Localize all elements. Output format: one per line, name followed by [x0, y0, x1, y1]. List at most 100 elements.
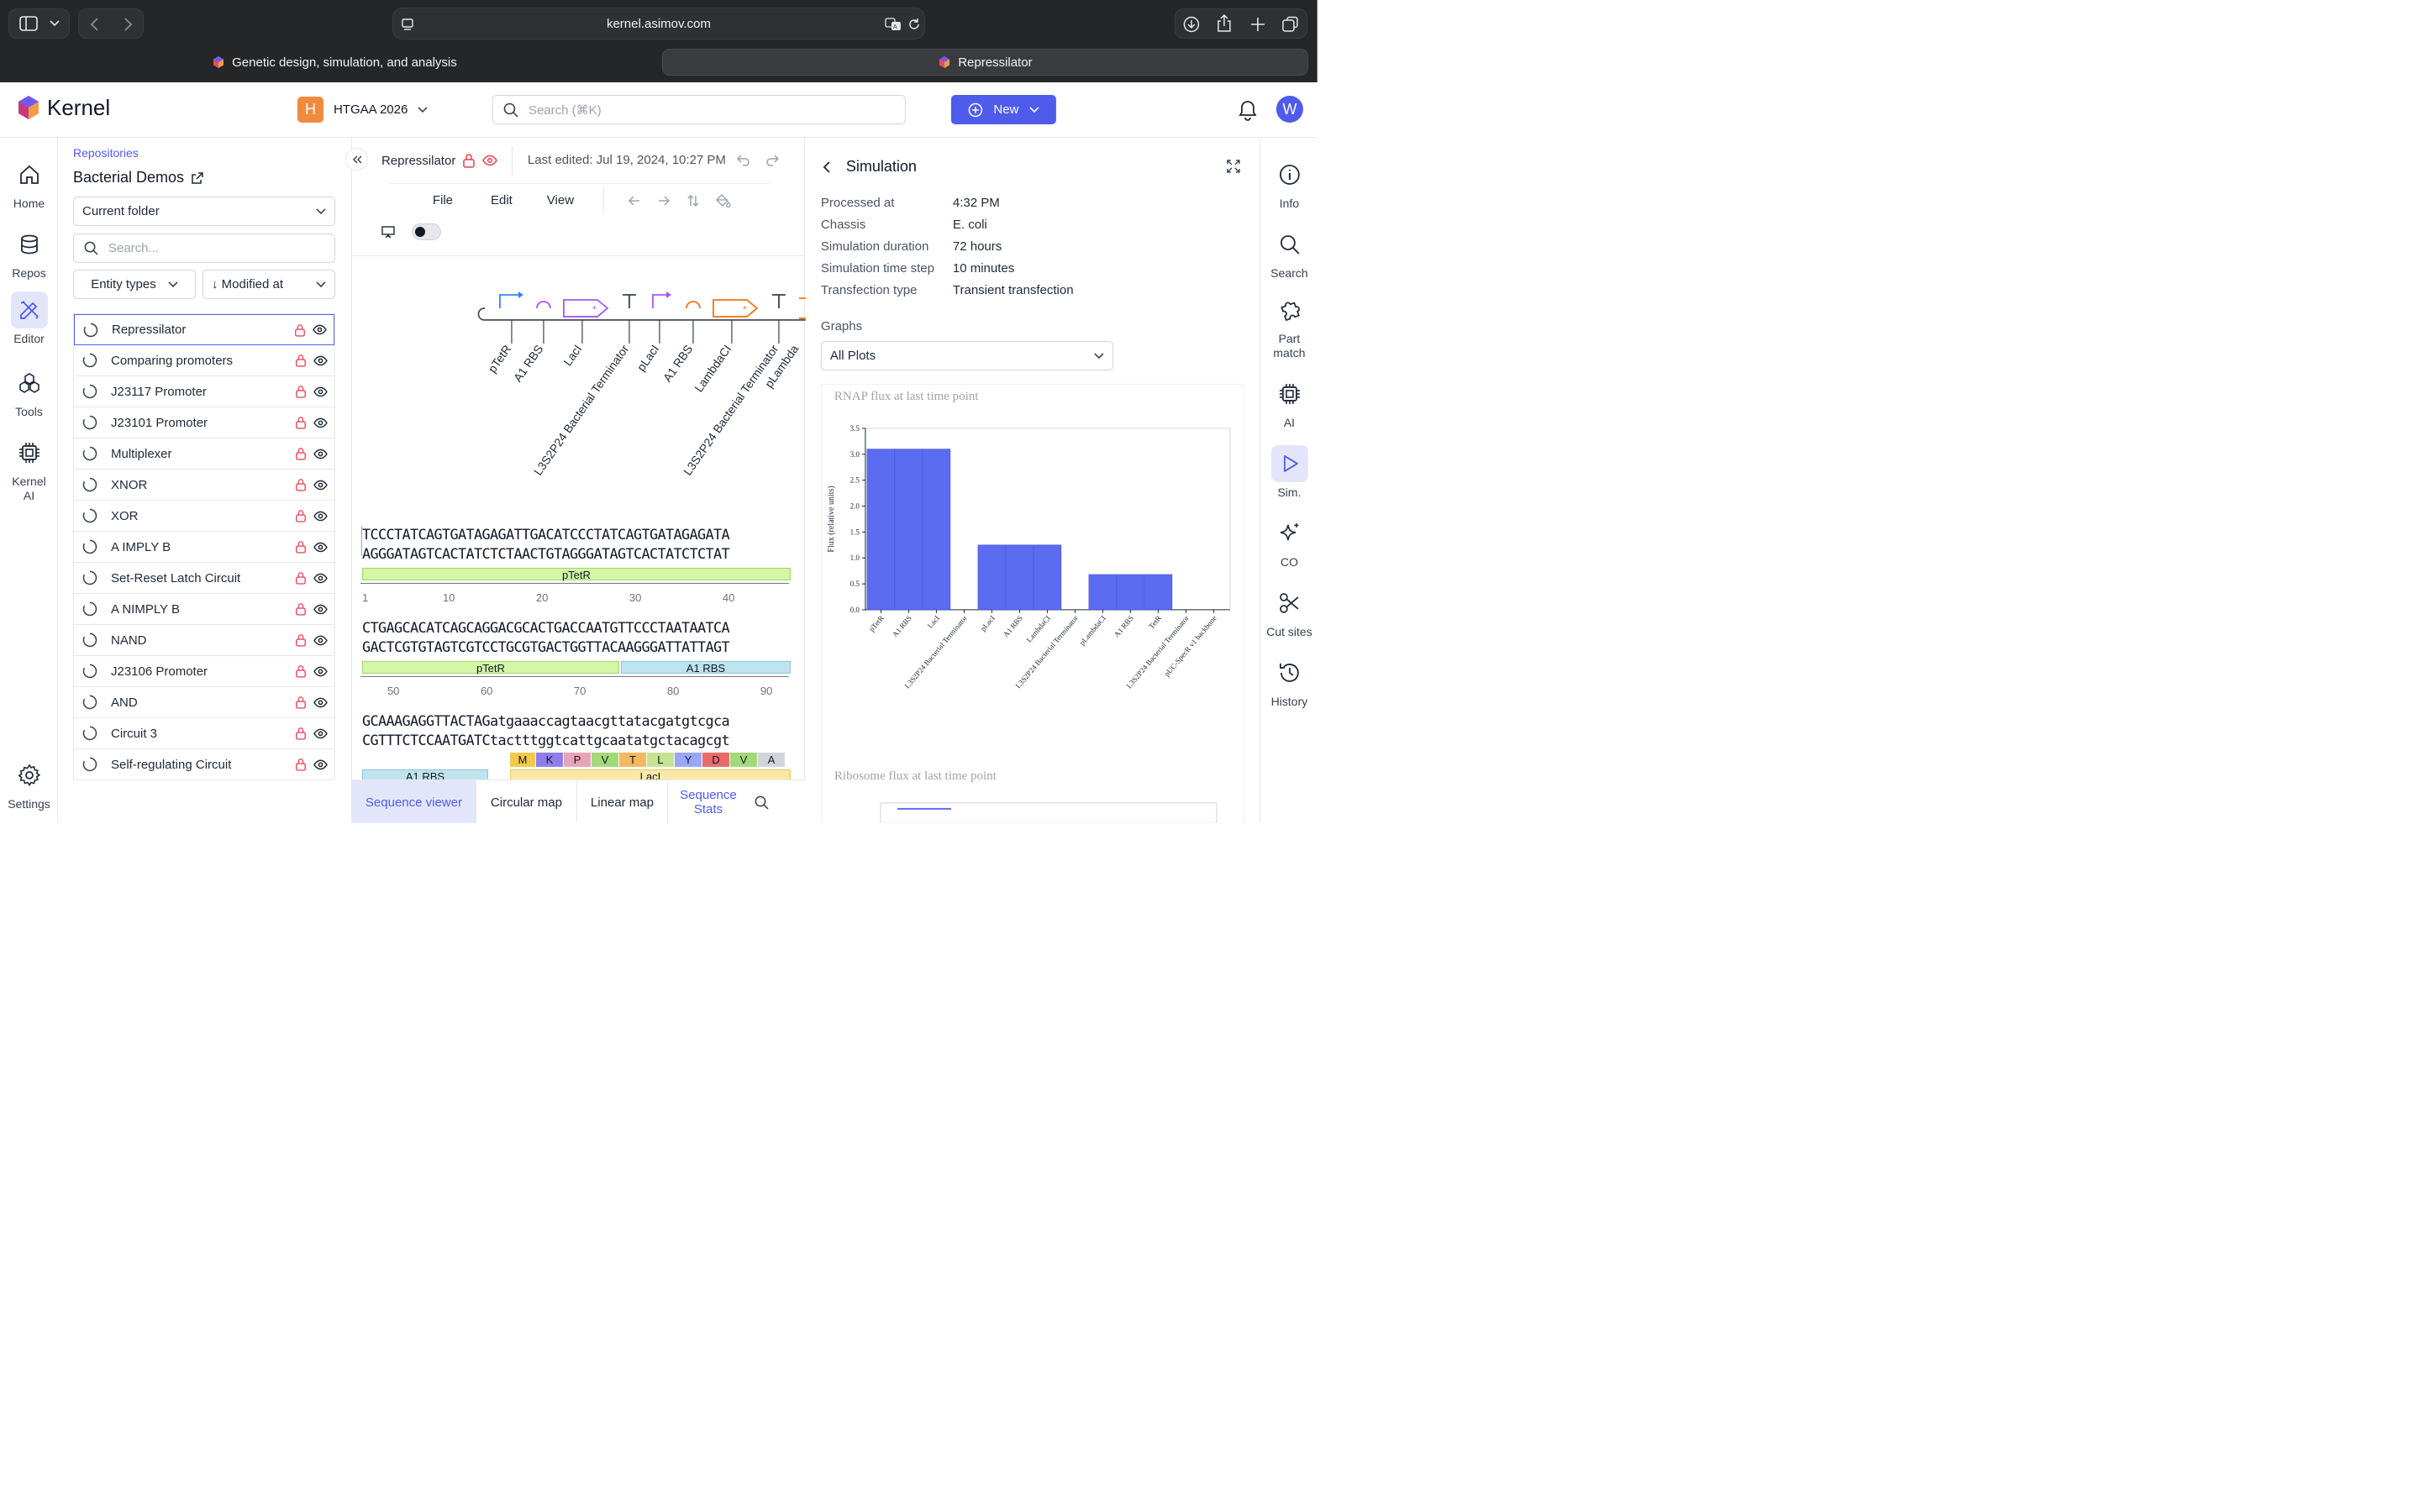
- list-item[interactable]: NAND: [73, 625, 334, 656]
- expand-icon[interactable]: [1227, 160, 1240, 173]
- part-label[interactable]: pLacI: [634, 343, 662, 374]
- back-chevron-icon[interactable]: [823, 160, 831, 173]
- nav-home[interactable]: Home: [0, 156, 58, 211]
- part-label[interactable]: LambdaCI: [692, 343, 734, 395]
- eye-icon[interactable]: [313, 386, 328, 396]
- back-icon[interactable]: [90, 17, 100, 32]
- entity-types-filter[interactable]: Entity types: [72, 269, 196, 299]
- list-item[interactable]: Set-Reset Latch Circuit: [73, 563, 334, 594]
- list-item[interactable]: Circuit 3: [73, 718, 334, 749]
- arrow-left-icon[interactable]: [628, 193, 641, 207]
- translate-icon[interactable]: A: [885, 17, 902, 32]
- bar[interactable]: [977, 544, 1007, 611]
- editor-title-text[interactable]: Repressilator: [381, 153, 456, 168]
- lock-icon[interactable]: [295, 478, 307, 491]
- list-item[interactable]: AND: [73, 687, 334, 718]
- bar[interactable]: [1005, 544, 1034, 611]
- global-search-input[interactable]: Search (⌘K): [492, 94, 906, 124]
- list-item[interactable]: J23117 Promoter: [73, 376, 334, 407]
- lock-icon[interactable]: [295, 540, 307, 554]
- brand[interactable]: Kernel: [15, 94, 110, 121]
- lock-icon[interactable]: [295, 385, 307, 398]
- editor-search-button[interactable]: [749, 780, 774, 823]
- sequence-top-strand[interactable]: CTGAGCACATCAGCAGGACGCACTGACCAATGTTCCCTAA…: [361, 618, 730, 636]
- page-menu-icon[interactable]: [401, 18, 414, 31]
- nav-tools[interactable]: Tools: [0, 365, 58, 419]
- bar[interactable]: [922, 449, 951, 611]
- list-item[interactable]: Repressilator: [73, 313, 334, 345]
- reload-icon[interactable]: [908, 18, 921, 31]
- rail-simulation[interactable]: Sim.: [1260, 444, 1318, 500]
- part-label[interactable]: A1 RBS: [660, 343, 696, 385]
- list-item[interactable]: J23106 Promoter: [73, 656, 334, 687]
- lock-icon[interactable]: [295, 758, 307, 771]
- tab-overview-icon[interactable]: [1282, 16, 1299, 33]
- sequence-bottom-strand[interactable]: AGGGATAGTCACTATCTCTAACTGTAGGGATAGTCACTAT…: [361, 544, 730, 562]
- collapse-panel-button[interactable]: [345, 147, 368, 171]
- list-item[interactable]: A IMPLY B: [73, 532, 334, 563]
- lock-icon[interactable]: [295, 664, 307, 678]
- tab-circular-map[interactable]: Circular map: [476, 780, 577, 823]
- graphs-select[interactable]: All Plots: [820, 340, 1113, 370]
- bar[interactable]: [1033, 544, 1062, 611]
- lock-icon[interactable]: [462, 153, 476, 168]
- eye-icon[interactable]: [482, 155, 498, 166]
- lock-icon[interactable]: [295, 696, 307, 709]
- feature-ptetr[interactable]: pTetR: [361, 660, 619, 675]
- eye-icon[interactable]: [313, 324, 327, 335]
- browser-tab-repressilator[interactable]: Repressilator: [661, 48, 1308, 76]
- share-icon[interactable]: [1217, 13, 1232, 33]
- lock-icon[interactable]: [295, 354, 307, 367]
- arrow-right-icon[interactable]: [657, 193, 671, 207]
- eye-icon[interactable]: [313, 572, 328, 583]
- workspace-switcher[interactable]: H HTGAA 2026: [297, 96, 428, 123]
- rail-history[interactable]: History: [1260, 654, 1318, 709]
- new-tab-icon[interactable]: [1250, 17, 1265, 32]
- sequence-bottom-strand[interactable]: CGTTTCTCCAATGATCtactttggtcattgcaatatgcta…: [361, 731, 730, 748]
- eye-icon[interactable]: [313, 696, 328, 707]
- lock-icon[interactable]: [295, 416, 307, 429]
- list-item[interactable]: J23101 Promoter: [73, 407, 334, 438]
- part-label[interactable]: pTetR: [485, 343, 513, 375]
- bar[interactable]: [1144, 574, 1173, 611]
- lock-icon[interactable]: [295, 602, 307, 616]
- swap-vertical-icon[interactable]: [687, 193, 700, 207]
- lock-icon[interactable]: [295, 509, 307, 522]
- sequence-top-strand[interactable]: TCCCTATCAGTGATAGAGATTGACATCCCTATCAGTGATA…: [361, 525, 730, 543]
- list-item[interactable]: XNOR: [73, 470, 334, 501]
- rail-cut-sites[interactable]: Cut sites: [1260, 585, 1318, 639]
- bar[interactable]: [1116, 574, 1145, 611]
- feature-a1-rbs[interactable]: A1 RBS: [620, 660, 791, 675]
- sequence-bottom-strand[interactable]: GACTCGTGTAGTCGTCCTGCGTGACTGGTTACAAGGGATT…: [361, 638, 730, 655]
- eye-icon[interactable]: [313, 634, 328, 645]
- download-icon[interactable]: [1183, 16, 1200, 33]
- eye-icon[interactable]: [313, 759, 328, 769]
- list-item[interactable]: Comparing promoters: [73, 345, 334, 376]
- repo-search-input[interactable]: Search...: [72, 233, 335, 263]
- eye-icon[interactable]: [313, 603, 328, 614]
- menu-edit[interactable]: Edit: [491, 192, 513, 207]
- paint-bucket-icon[interactable]: [715, 193, 731, 207]
- nav-settings[interactable]: Settings: [0, 757, 58, 811]
- part-label[interactable]: A1 RBS: [511, 343, 546, 385]
- tab-linear-map[interactable]: Linear map: [577, 780, 668, 823]
- lock-icon[interactable]: [294, 323, 306, 337]
- bar[interactable]: [894, 449, 923, 611]
- lock-icon[interactable]: [295, 447, 307, 460]
- feature-laci[interactable]: LacI: [509, 769, 791, 781]
- nav-editor[interactable]: Editor: [0, 291, 58, 346]
- bar[interactable]: [1088, 574, 1118, 611]
- list-item[interactable]: Multiplexer: [73, 438, 334, 470]
- breadcrumb-repositories[interactable]: Repositories: [72, 145, 139, 160]
- nav-repos[interactable]: Repos: [0, 226, 58, 281]
- eye-icon[interactable]: [313, 665, 328, 676]
- presentation-icon[interactable]: [381, 225, 395, 239]
- lock-icon[interactable]: [295, 633, 307, 647]
- eye-icon[interactable]: [313, 541, 328, 552]
- user-avatar[interactable]: W: [1276, 95, 1303, 123]
- redo-icon[interactable]: [765, 153, 779, 166]
- bar[interactable]: [866, 449, 896, 611]
- part-label[interactable]: L3S2P24 Bacterial Terminator: [531, 342, 632, 477]
- lock-icon[interactable]: [295, 727, 307, 740]
- menu-view[interactable]: View: [546, 192, 575, 207]
